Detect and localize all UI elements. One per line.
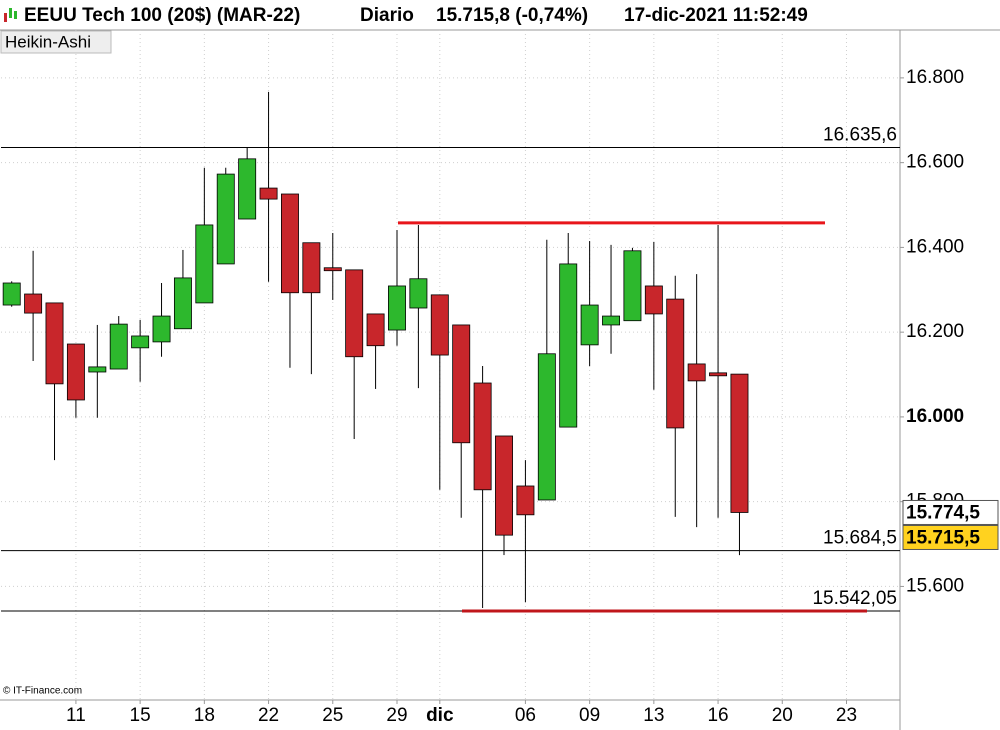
candle-body	[687, 363, 706, 382]
quote: 15.715,8 (-0,74%)	[436, 5, 588, 26]
y-tick-label: 16.400	[906, 236, 964, 257]
style-box	[0, 30, 112, 54]
candle-body	[345, 269, 364, 358]
candle-body	[537, 353, 556, 501]
x-tick-label: dic	[426, 705, 454, 726]
candles	[2, 91, 749, 609]
x-tick-label: 29	[386, 705, 407, 726]
candle-body	[602, 315, 620, 326]
candle-body	[109, 323, 128, 370]
x-tick-label: 11	[66, 705, 86, 726]
candle-body	[216, 173, 235, 265]
levels: 16.635,6 15.684,5 15.542,05	[1, 125, 900, 613]
x-tick-label: 25	[322, 705, 343, 726]
candle-body	[430, 294, 449, 356]
timestamp: 17-dic-2021 11:52:49	[624, 5, 808, 26]
candle-body	[730, 373, 749, 513]
candle-body	[45, 302, 64, 385]
candle-body	[709, 372, 728, 377]
candle-body	[195, 224, 214, 304]
candle-body	[131, 335, 150, 349]
candle-body	[281, 193, 299, 294]
title: EEUU Tech 100 (20$) (MAR-22)	[24, 5, 300, 26]
candle-body	[259, 187, 278, 200]
candle-body	[666, 298, 685, 429]
candle-body	[238, 158, 257, 220]
x-tick-label: 13	[643, 705, 664, 726]
x-tick-label: 23	[836, 705, 857, 726]
x-tick-label: 18	[194, 705, 215, 726]
chart-style: Heikin-Ashi	[5, 32, 91, 51]
x-tick-label: 09	[579, 705, 600, 726]
reference-label: 16.635,6	[823, 125, 897, 146]
x-tick-label: 16	[707, 705, 728, 726]
candle-body	[173, 277, 192, 330]
header-icon	[4, 8, 17, 22]
price-label: 15.774,5	[906, 502, 980, 523]
candle-body	[516, 485, 535, 516]
candle-body	[66, 343, 85, 401]
candle-body	[409, 278, 428, 309]
x-tick-label: 06	[515, 705, 536, 726]
y-tick-label: 16.000	[906, 406, 964, 427]
candle-body	[323, 267, 342, 272]
candle-body	[24, 293, 43, 314]
candle-body	[473, 382, 492, 491]
candle-body	[452, 324, 471, 444]
candle-body	[302, 242, 321, 294]
period: Diario	[360, 5, 414, 26]
x-tick-label: 22	[258, 705, 279, 726]
x-tick-label: 15	[130, 705, 151, 726]
reference-label: 15.542,05	[812, 588, 897, 609]
price-label-box	[902, 499, 999, 525]
x-tick-label: 20	[772, 705, 793, 726]
candle-body	[644, 285, 663, 315]
y-tick-label: 16.600	[906, 152, 964, 173]
candle-body	[388, 285, 406, 331]
price-label-box	[902, 524, 999, 550]
y-tick-label: 15.600	[906, 575, 964, 596]
candle-body	[366, 313, 385, 347]
axis-labels: 15.60015.80016.00016.20016.40016.60016.8…	[66, 67, 964, 726]
candle-body	[580, 304, 599, 346]
candle-body	[495, 435, 513, 536]
candle-body	[88, 366, 107, 373]
candle-body	[623, 250, 642, 322]
y-tick-label: 16.200	[906, 321, 964, 342]
candle-body	[152, 315, 171, 343]
watermark: © IT-Finance.com	[3, 686, 82, 697]
price-label: 15.715,5	[906, 527, 980, 548]
candle-body	[559, 263, 578, 428]
y-tick-label: 16.800	[906, 67, 964, 88]
candle-body	[2, 282, 21, 306]
reference-label: 15.684,5	[823, 528, 897, 549]
